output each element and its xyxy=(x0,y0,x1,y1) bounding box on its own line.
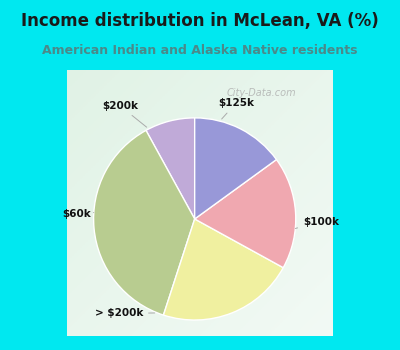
Text: $125k: $125k xyxy=(218,98,254,119)
Text: Income distribution in McLean, VA (%): Income distribution in McLean, VA (%) xyxy=(21,12,379,30)
Wedge shape xyxy=(94,131,195,315)
Text: City-Data.com: City-Data.com xyxy=(226,88,296,98)
Text: $100k: $100k xyxy=(295,217,339,229)
Wedge shape xyxy=(195,118,276,219)
Wedge shape xyxy=(146,118,195,219)
Text: > $200k: > $200k xyxy=(95,308,155,319)
Wedge shape xyxy=(164,219,283,320)
Text: $200k: $200k xyxy=(102,101,147,127)
Wedge shape xyxy=(195,160,296,268)
Text: American Indian and Alaska Native residents: American Indian and Alaska Native reside… xyxy=(42,44,358,57)
Text: $60k: $60k xyxy=(62,209,94,219)
